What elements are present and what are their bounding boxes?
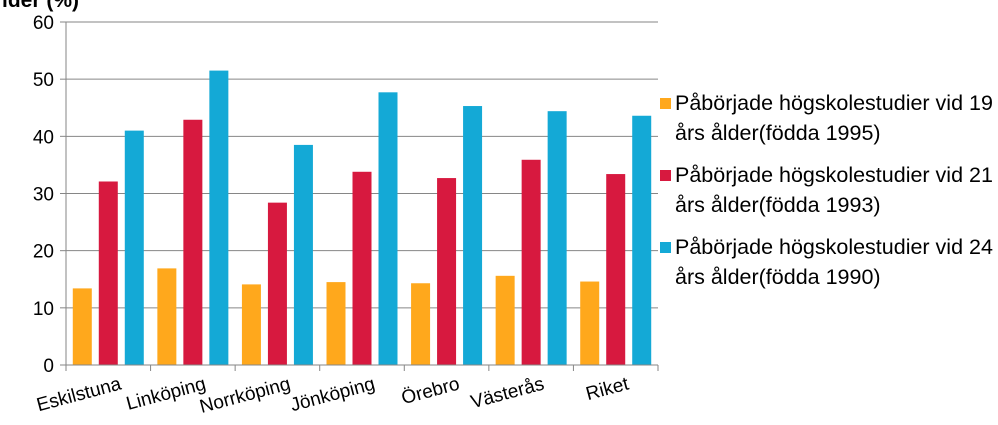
x-tick-label: Norrköping — [198, 374, 293, 418]
legend-swatch-series-2 — [660, 170, 671, 181]
chart-title: lder (%) — [2, 0, 79, 12]
legend-item-series-2: Påbörjade högskolestudier vid 21 års åld… — [660, 160, 995, 220]
bar-series-3-eskilstuna — [124, 130, 144, 365]
bar-series-1-eskilstuna — [72, 288, 92, 365]
x-tick-label: Västerås — [469, 374, 547, 414]
bar-series-1-västerås — [495, 275, 515, 365]
bar-series-3-västerås — [547, 111, 567, 366]
bar-series-1-linköping — [157, 268, 177, 365]
legend-swatch-series-3 — [660, 242, 671, 253]
bar-series-1-jönköping — [326, 282, 346, 365]
y-tick-label: 50 — [33, 70, 54, 91]
bar-series-2-linköping — [183, 119, 203, 365]
bar-series-2-riket — [606, 174, 626, 365]
bar-series-1-örebro — [411, 283, 431, 365]
y-axis-ticks: 0 10 20 30 40 50 60 — [33, 13, 54, 377]
bar-series-2-jönköping — [352, 171, 372, 365]
bar-series-1-riket — [580, 281, 600, 365]
x-tick-label: Örebro — [399, 374, 462, 410]
y-tick-label: 0 — [43, 356, 54, 377]
bar-chart: lder (%) 0 10 20 30 40 50 60 Eskilstuna Linköpi… — [2, 0, 659, 418]
bar-series-3-örebro — [463, 106, 483, 365]
legend-label-series-1: Påbörjade högskolestudier vid 19 års åld… — [675, 91, 993, 145]
bar-series-3-linköping — [209, 70, 229, 365]
legend-swatch-series-1 — [660, 98, 671, 109]
legend-item-series-3: Påbörjade högskolestudier vid 24 års åld… — [660, 232, 995, 292]
y-tick-label: 30 — [33, 185, 54, 206]
bar-series-2-västerås — [521, 159, 541, 365]
y-tick-label: 60 — [33, 13, 54, 34]
bar-series-2-norrköping — [267, 202, 287, 365]
bar-series-3-riket — [632, 115, 652, 366]
bar-series-2-eskilstuna — [98, 181, 118, 365]
y-tick-label: 40 — [33, 127, 54, 148]
legend-item-series-1: Påbörjade högskolestudier vid 19 års åld… — [660, 88, 995, 148]
bar-series-2-örebro — [437, 178, 457, 365]
bar-series-3-jönköping — [378, 92, 398, 365]
legend: Påbörjade högskolestudier vid 19 års åld… — [660, 88, 995, 304]
legend-label-series-3: Påbörjade högskolestudier vid 24 års åld… — [675, 235, 993, 289]
bar-series-3-norrköping — [293, 144, 313, 365]
y-tick-label: 20 — [33, 242, 54, 263]
x-tick-label: Linköping — [124, 374, 208, 415]
bars — [72, 70, 652, 366]
x-tick-label: Jönköping — [288, 374, 377, 417]
bar-series-1-norrköping — [241, 284, 261, 365]
y-tick-label: 10 — [33, 299, 54, 320]
x-tick-label: Eskilstuna — [34, 373, 123, 416]
x-tick-label: Riket — [584, 373, 632, 405]
legend-label-series-2: Påbörjade högskolestudier vid 21 års åld… — [675, 163, 993, 217]
